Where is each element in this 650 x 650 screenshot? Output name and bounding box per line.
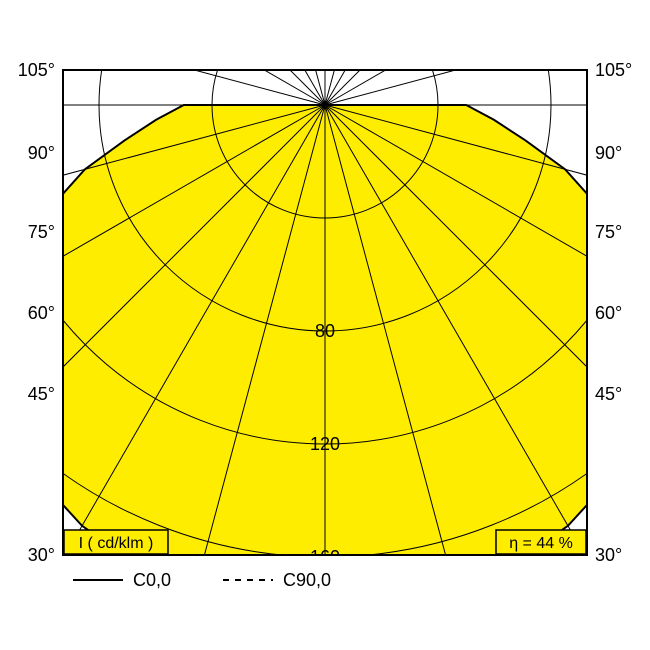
angle-label-right: 75° [595,222,622,242]
angle-label-left: 45° [28,384,55,404]
polar-chart-svg: 80 120 160 I ( cd/klm ) η = 44 % 105° 90° 75° 60… [0,0,650,650]
angle-label-right: 90° [595,143,622,163]
legend-label: C0,0 [133,570,171,590]
angle-label-left: 30° [28,545,55,565]
angle-label-left: 90° [28,143,55,163]
angle-label-right: 105° [595,60,632,80]
angle-label-left: 75° [28,222,55,242]
angle-label-left: 105° [18,60,55,80]
angle-label-right: 30° [595,545,622,565]
angle-label-left: 60° [28,303,55,323]
eta-label: η = 44 % [509,535,573,552]
angle-label-right: 45° [595,384,622,404]
ring-label: 160 [310,547,340,567]
ring-label: 80 [315,321,335,341]
angle-label-right: 60° [595,303,622,323]
units-label: I ( cd/klm ) [79,535,154,552]
polar-chart-container: 80 120 160 I ( cd/klm ) η = 44 % 105° 90° 75° 60… [0,0,650,650]
ring-label: 120 [310,434,340,454]
legend-label: C90,0 [283,570,331,590]
